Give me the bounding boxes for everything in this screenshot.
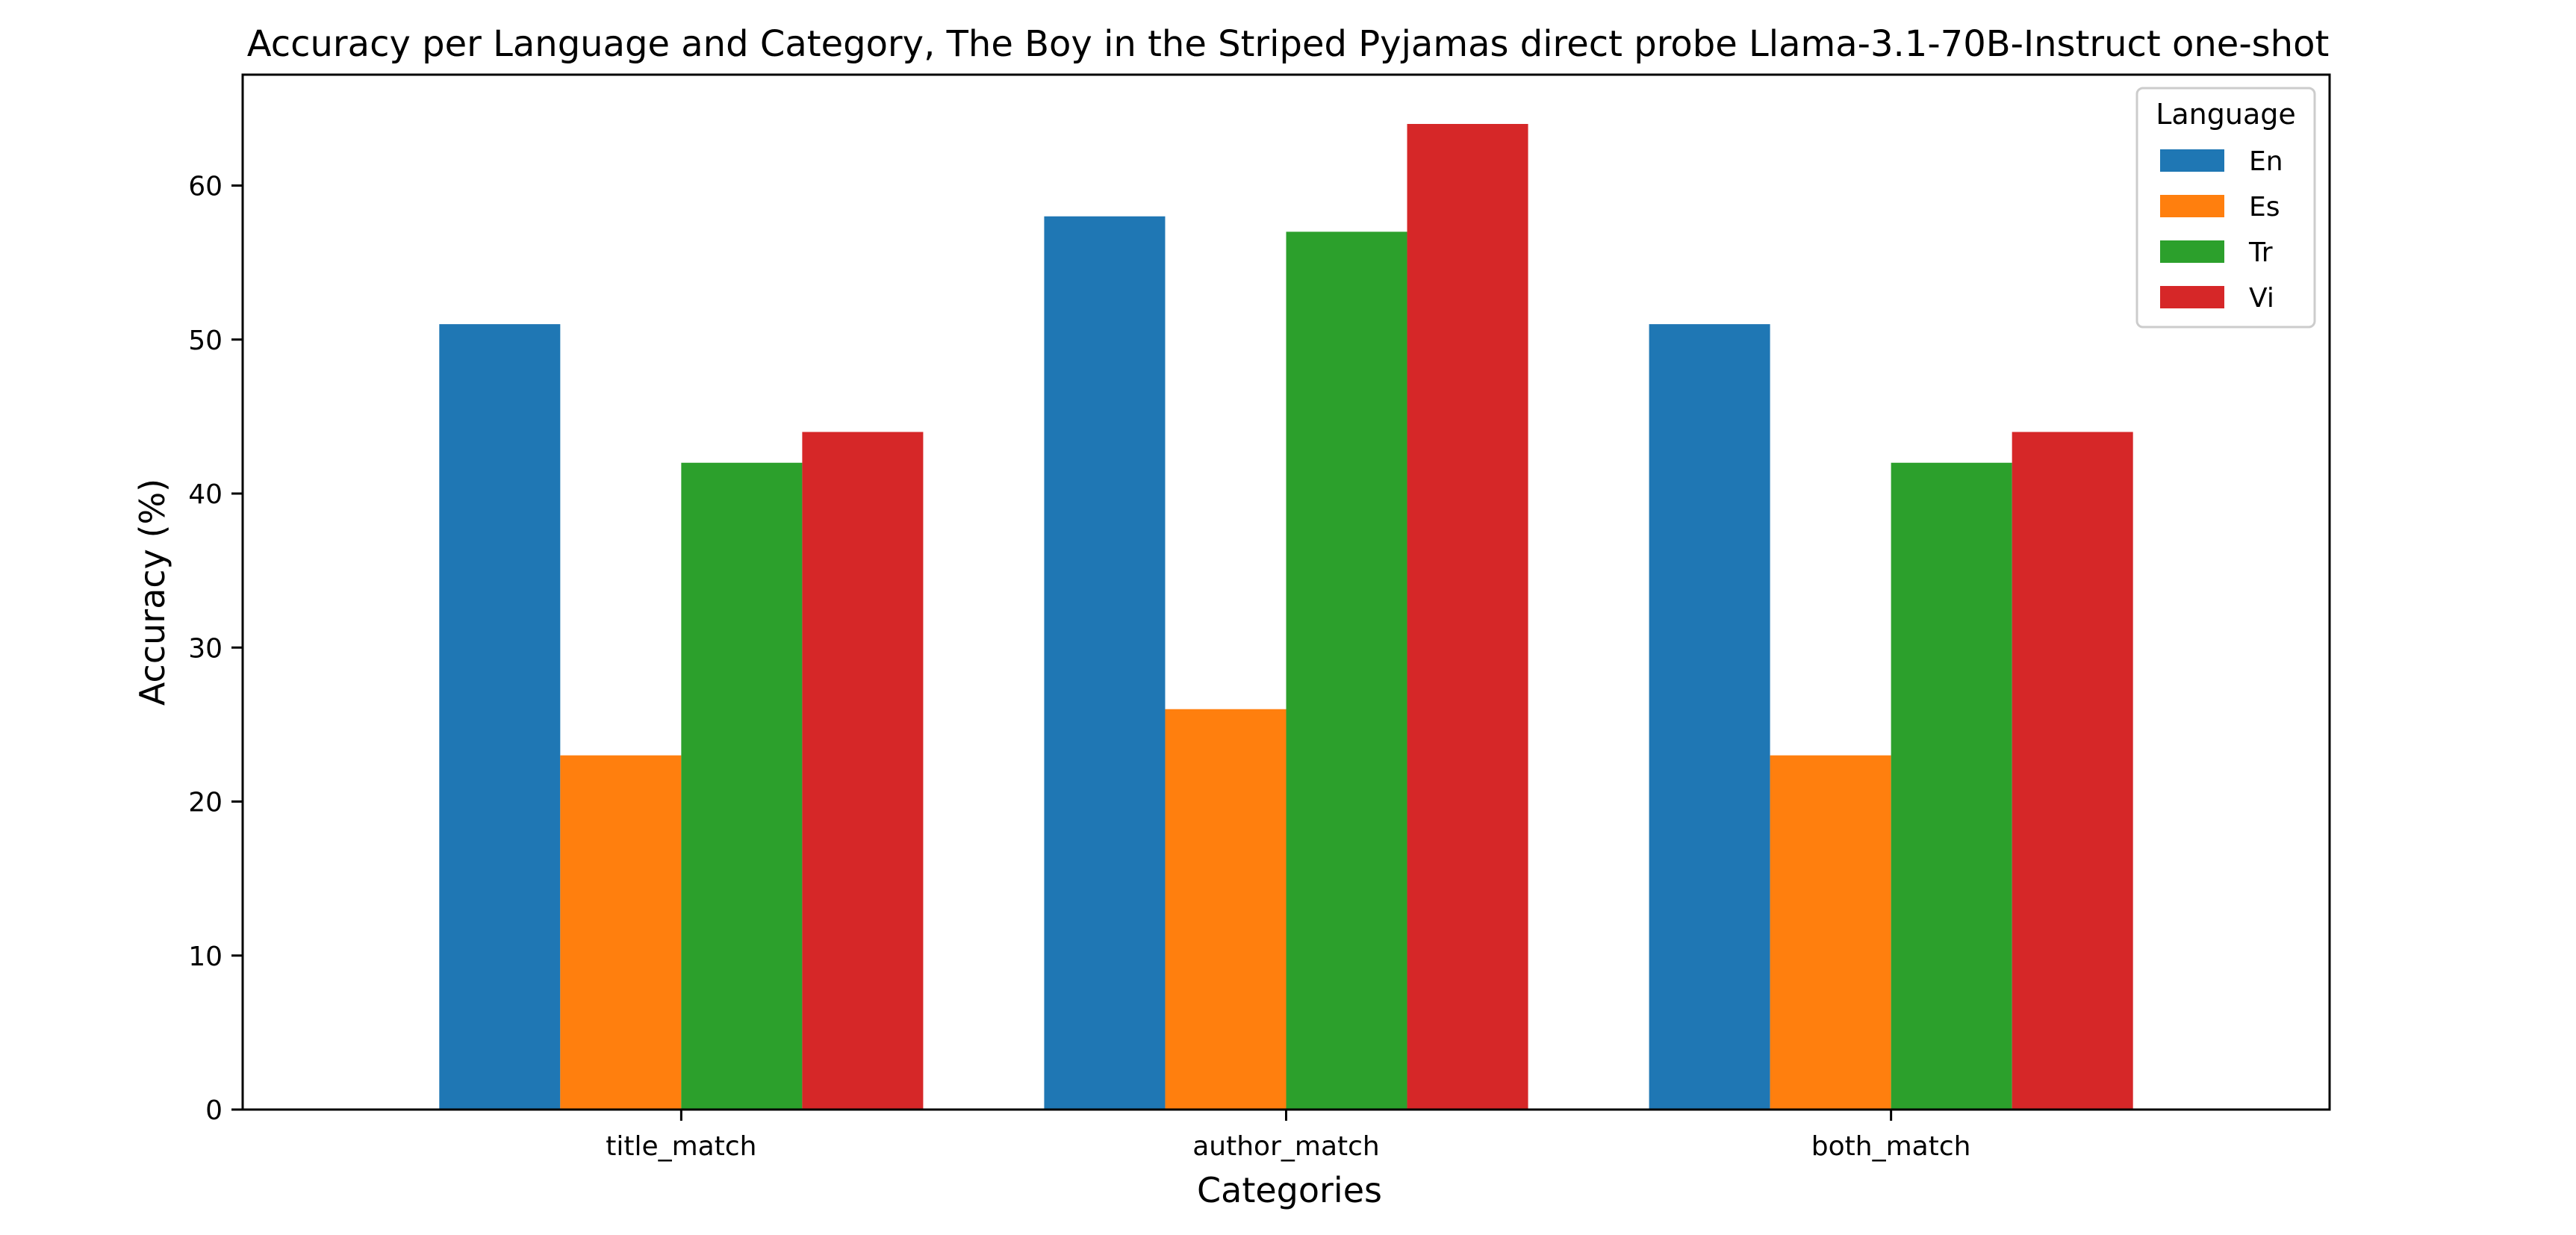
bar-es-title-match — [560, 755, 682, 1110]
x-axis-label: Categories — [1197, 1170, 1382, 1210]
bar-vi-both-match — [2012, 432, 2133, 1110]
y-tick-label: 60 — [188, 172, 223, 202]
y-tick-label: 30 — [188, 633, 223, 664]
bar-vi-title-match — [802, 432, 924, 1110]
x-tick-label: both_match — [1811, 1131, 1971, 1162]
legend-title: Language — [2156, 98, 2296, 131]
y-tick-label: 10 — [188, 942, 223, 972]
plot-frame — [241, 73, 2331, 1111]
legend-label-en: En — [2249, 146, 2283, 177]
bar-en-both-match — [1649, 324, 1770, 1110]
y-axis-label: Accuracy (%) — [132, 479, 172, 706]
legend-items: En Es Tr Vi — [2160, 146, 2283, 314]
y-tick-label: 0 — [205, 1095, 223, 1126]
y-tick-label: 50 — [188, 326, 223, 356]
legend-swatch-en — [2160, 149, 2224, 172]
bar-tr-title-match — [681, 462, 803, 1110]
x-axis: title_match author_match both_match — [606, 1110, 1970, 1162]
legend-swatch-tr — [2160, 240, 2224, 263]
y-axis: 0 10 20 30 40 50 60 — [188, 172, 243, 1126]
y-tick-label: 40 — [188, 479, 223, 510]
legend: Language En Es Tr Vi — [2135, 87, 2316, 329]
bar-en-title-match — [439, 324, 561, 1110]
bar-vi-author-match — [1407, 124, 1528, 1110]
y-tick-label: 20 — [188, 788, 223, 818]
x-tick-label: author_match — [1192, 1131, 1380, 1162]
bar-tr-author-match — [1286, 231, 1407, 1110]
legend-label-tr: Tr — [2248, 237, 2273, 268]
bar-es-both-match — [1770, 755, 1891, 1110]
bar-en-author-match — [1044, 216, 1166, 1110]
legend-frame — [2135, 87, 2316, 329]
legend-label-es: Es — [2249, 192, 2280, 223]
legend-swatch-vi — [2160, 286, 2224, 308]
legend-swatch-es — [2160, 195, 2224, 217]
bar-tr-both-match — [1891, 462, 2012, 1110]
chart-title: Accuracy per Language and Category, The … — [247, 23, 2330, 65]
legend-label-vi: Vi — [2249, 283, 2274, 314]
bar-es-author-match — [1165, 709, 1287, 1110]
bars-layer — [439, 124, 2133, 1110]
x-tick-label: title_match — [606, 1131, 756, 1162]
plot-area — [241, 73, 2331, 1111]
